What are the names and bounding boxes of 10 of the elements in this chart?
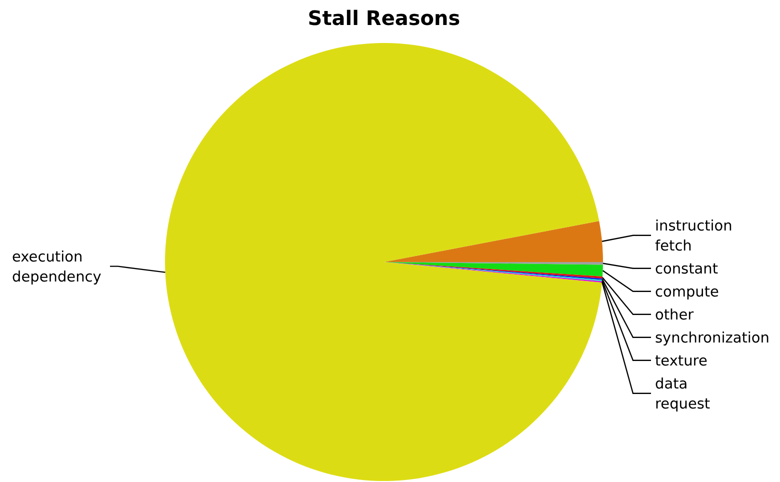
slice-label: other	[655, 307, 694, 324]
slice-label: constant	[655, 261, 718, 278]
slice-label: texture	[655, 353, 708, 370]
slice-label: synchronization	[655, 330, 770, 346]
pie-slice	[384, 220, 603, 262]
slice-label: compute	[655, 284, 720, 300]
chart-title: Stall Reasons	[308, 6, 460, 30]
slice-label: execution dependency	[12, 249, 102, 286]
slice-label: data request	[655, 376, 710, 412]
pie-slice	[165, 43, 602, 481]
